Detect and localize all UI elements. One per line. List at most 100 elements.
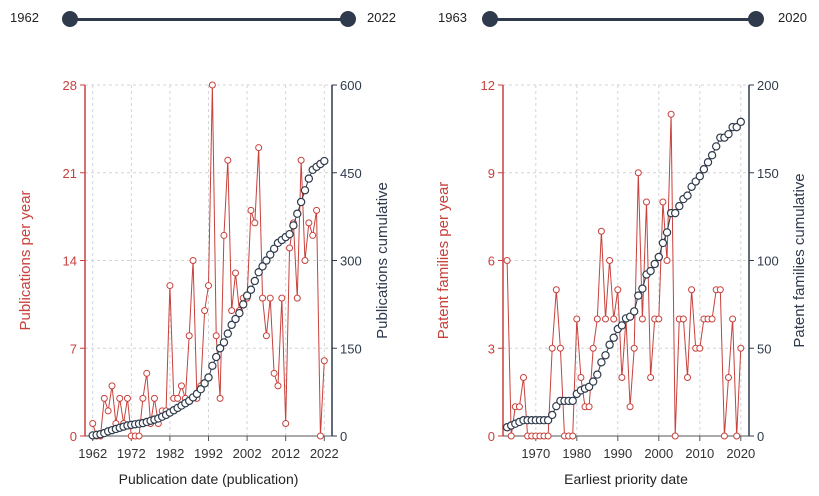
data-point-left: [603, 316, 609, 322]
data-point-left: [310, 232, 316, 238]
data-point-right: [610, 334, 617, 341]
x-tick-label: 1970: [521, 446, 550, 461]
data-point-left: [656, 316, 662, 322]
data-point-left: [248, 207, 254, 213]
data-point-left: [186, 333, 192, 339]
data-point-left: [275, 383, 281, 389]
data-point-left: [221, 232, 227, 238]
y-right-tick-label: 0: [340, 429, 347, 444]
data-point-right: [647, 267, 654, 274]
range-min-handle[interactable]: [482, 11, 498, 27]
data-point-right: [631, 308, 638, 315]
patent-families-chart: 1970198019902000201020200369120501001502…: [410, 40, 819, 496]
data-point-left: [578, 375, 584, 381]
data-point-left: [644, 199, 650, 205]
x-tick-label: 1980: [562, 446, 591, 461]
data-point-right: [651, 260, 658, 267]
y-left-tick-label: 0: [488, 429, 495, 444]
data-point-left: [570, 433, 576, 439]
range-min-label: 1962: [10, 10, 39, 25]
data-point-left: [321, 358, 327, 364]
data-point-right: [236, 310, 243, 317]
data-point-left: [508, 433, 514, 439]
data-point-left: [178, 383, 184, 389]
data-point-left: [256, 145, 262, 151]
data-point-left: [283, 420, 289, 426]
data-point-left: [664, 258, 670, 264]
y-right-tick-label: 450: [340, 166, 362, 181]
data-point-left: [607, 258, 613, 264]
y-right-axis-title: Publications cumulative: [374, 182, 391, 339]
data-point-left: [279, 295, 285, 301]
y-right-tick-label: 50: [757, 341, 771, 356]
y-left-tick-label: 12: [481, 78, 495, 93]
y-right-tick-label: 600: [340, 78, 362, 93]
data-point-right: [294, 210, 301, 217]
data-point-left: [151, 395, 157, 401]
y-left-tick-label: 3: [488, 341, 495, 356]
range-min-handle[interactable]: [62, 11, 78, 27]
range-track[interactable]: [490, 18, 760, 21]
data-point-right: [298, 198, 305, 205]
data-point-left: [689, 287, 695, 293]
x-tick-label: 1982: [155, 446, 184, 461]
data-point-left: [574, 316, 580, 322]
data-point-left: [263, 333, 269, 339]
y-left-tick-label: 7: [70, 341, 77, 356]
data-point-right: [224, 330, 231, 337]
x-tick-label: 2000: [644, 446, 673, 461]
date-range-slider-left[interactable]: 1962 2022: [10, 6, 405, 32]
data-point-left: [136, 433, 142, 439]
data-point-right: [709, 152, 716, 159]
data-point-left: [685, 375, 691, 381]
data-point-left: [306, 220, 312, 226]
data-point-right: [713, 143, 720, 150]
data-point-right: [321, 157, 328, 164]
data-point-left: [252, 220, 258, 226]
data-point-left: [709, 316, 715, 322]
data-point-left: [298, 157, 304, 163]
x-tick-label: 1992: [194, 446, 223, 461]
data-point-left: [726, 375, 732, 381]
data-point-right: [672, 210, 679, 217]
data-point-right: [700, 166, 707, 173]
data-point-left: [553, 287, 559, 293]
data-point-left: [167, 283, 173, 289]
data-point-left: [660, 199, 666, 205]
data-point-left: [233, 270, 239, 276]
x-tick-label: 1962: [78, 446, 107, 461]
range-max-handle[interactable]: [340, 11, 356, 27]
data-point-right: [209, 362, 216, 369]
range-max-handle[interactable]: [748, 11, 764, 27]
x-tick-label: 1972: [117, 446, 146, 461]
data-point-right: [205, 374, 212, 381]
date-range-slider-right[interactable]: 1963 2020: [438, 6, 819, 32]
data-point-right: [213, 353, 220, 360]
data-point-left: [225, 157, 231, 163]
data-point-left: [124, 395, 130, 401]
data-point-left: [140, 395, 146, 401]
data-point-right: [594, 371, 601, 378]
data-point-left: [521, 375, 527, 381]
data-point-left: [213, 333, 219, 339]
data-point-left: [217, 395, 223, 401]
data-point-left: [627, 404, 633, 410]
data-point-right: [618, 322, 625, 329]
data-point-left: [516, 404, 522, 410]
data-point-right: [290, 222, 297, 229]
y-right-tick-label: 200: [757, 78, 779, 93]
y-left-axis-title: Patent families per year: [435, 182, 452, 340]
data-point-right: [635, 292, 642, 299]
x-tick-label: 2010: [685, 446, 714, 461]
data-point-left: [175, 395, 181, 401]
data-point-left: [648, 375, 654, 381]
data-point-left: [697, 345, 703, 351]
y-right-tick-label: 300: [340, 254, 362, 269]
data-point-left: [615, 287, 621, 293]
data-point-right: [655, 253, 662, 260]
y-left-tick-label: 21: [63, 166, 77, 181]
data-point-left: [271, 370, 277, 376]
range-track[interactable]: [70, 18, 355, 21]
data-point-left: [317, 433, 323, 439]
data-point-left: [668, 111, 674, 117]
